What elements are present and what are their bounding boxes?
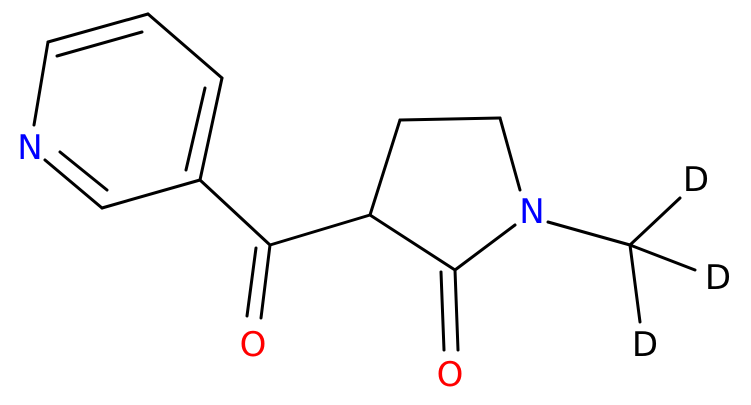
bond — [268, 213, 372, 247]
atom-label: N — [519, 192, 544, 232]
bond — [32, 40, 50, 127]
atom-label: N — [17, 128, 42, 168]
bond — [368, 118, 402, 217]
bond — [398, 116, 502, 122]
bond — [546, 220, 632, 247]
bond — [43, 158, 104, 210]
bond — [628, 243, 697, 272]
bond — [198, 178, 272, 247]
bond — [439, 270, 446, 352]
bond — [628, 243, 642, 324]
bond — [58, 150, 109, 192]
bond — [100, 178, 202, 210]
bond — [55, 30, 144, 58]
atom-label: O — [437, 355, 464, 395]
bond — [628, 196, 682, 247]
bond — [259, 243, 272, 320]
atom-label: D — [705, 258, 731, 298]
bond — [453, 268, 460, 352]
bond — [184, 86, 207, 172]
bond — [245, 246, 258, 318]
bond — [198, 76, 224, 182]
bond — [368, 213, 457, 272]
bonds — [32, 12, 697, 352]
bond — [146, 12, 224, 80]
atom-label: D — [632, 325, 658, 365]
bond — [498, 116, 522, 192]
atom-label: O — [240, 325, 267, 365]
bond — [453, 223, 517, 272]
atom-label: D — [683, 160, 709, 200]
bond — [46, 12, 150, 44]
